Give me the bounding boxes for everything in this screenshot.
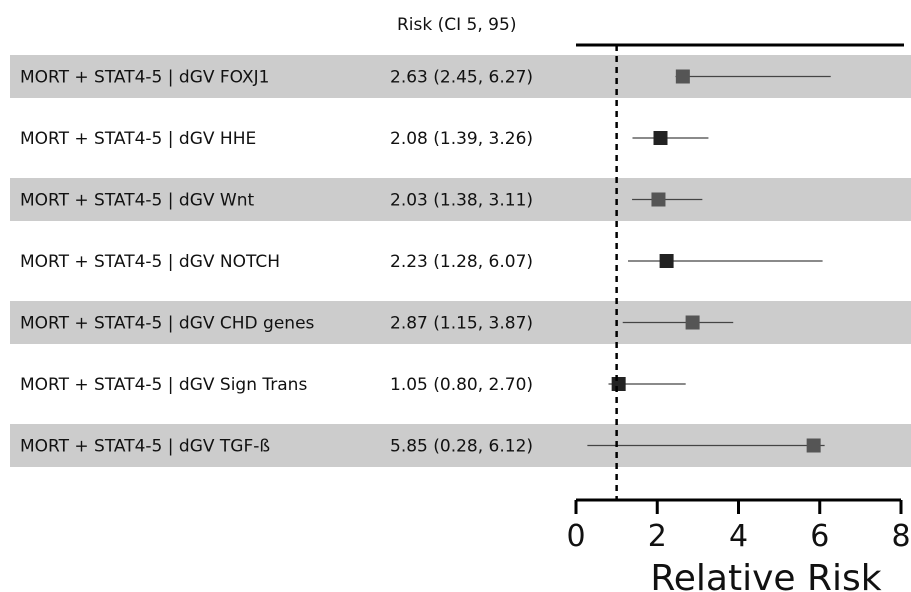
risk-column-header: Risk (CI 5, 95) [397, 15, 516, 35]
row-label: MORT + STAT4-5 | dGV TGF-ß [20, 437, 270, 457]
row-band [10, 301, 911, 344]
estimate-marker [659, 254, 674, 268]
x-axis: 0 2 4 6 8 [566, 498, 911, 554]
row-bands [10, 55, 911, 467]
risk-value: 1.05 (0.80, 2.70) [390, 375, 533, 395]
row-label: MORT + STAT4-5 | dGV NOTCH [20, 252, 280, 272]
x-tick-label: 8 [891, 519, 910, 554]
estimate-marker [651, 192, 666, 207]
x-tick-label: 4 [729, 519, 748, 554]
forest-rows: MORT + STAT4-5 | dGV FOXJ1 2.63 (2.45, 6.… [20, 68, 831, 457]
x-tick-label: 2 [648, 519, 667, 554]
risk-value: 2.08 (1.39, 3.26) [390, 129, 533, 149]
estimate-marker [653, 131, 668, 145]
row-label: MORT + STAT4-5 | dGV CHD genes [20, 314, 315, 334]
x-tick-label: 0 [566, 519, 585, 554]
estimate-marker [675, 69, 690, 84]
risk-value: 5.85 (0.28, 6.12) [390, 437, 533, 457]
risk-value: 2.23 (1.28, 6.07) [390, 252, 533, 272]
x-tick-label: 6 [810, 519, 829, 554]
estimate-marker [685, 315, 700, 330]
x-axis-title: Relative Risk [650, 558, 881, 592]
risk-value: 2.87 (1.15, 3.87) [390, 314, 533, 334]
row-band [10, 178, 911, 221]
row-label: MORT + STAT4-5 | dGV FOXJ1 [20, 68, 269, 88]
row-label: MORT + STAT4-5 | dGV Sign Trans [20, 375, 307, 395]
estimate-marker [611, 377, 626, 391]
estimate-marker [806, 438, 821, 453]
risk-value: 2.63 (2.45, 6.27) [390, 68, 533, 88]
row-label: MORT + STAT4-5 | dGV Wnt [20, 191, 254, 211]
risk-value: 2.03 (1.38, 3.11) [390, 191, 533, 211]
row-label: MORT + STAT4-5 | dGV HHE [20, 129, 256, 149]
